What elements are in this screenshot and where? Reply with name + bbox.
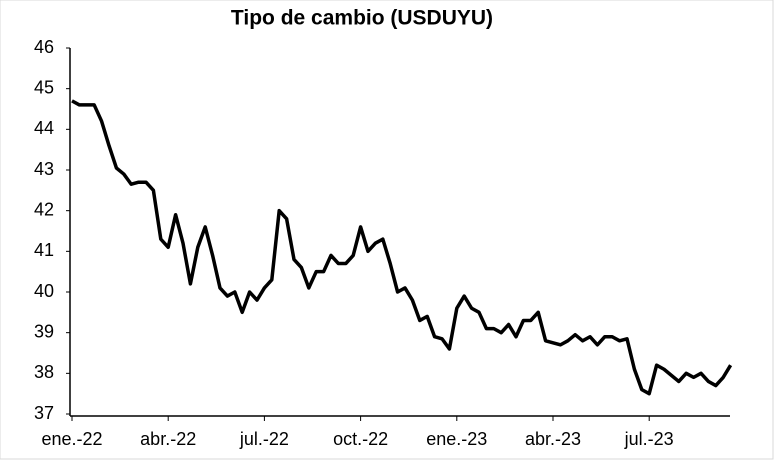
y-tick-label: 39 bbox=[34, 321, 54, 341]
y-tick-label: 46 bbox=[34, 37, 54, 57]
x-tick-label: abr.-22 bbox=[140, 429, 196, 449]
y-tick-label: 43 bbox=[34, 159, 54, 179]
y-tick-label: 42 bbox=[34, 199, 54, 219]
line-series bbox=[71, 99, 733, 396]
y-tick-label: 45 bbox=[34, 77, 54, 97]
y-tick-label: 37 bbox=[34, 403, 54, 423]
y-tick-label: 44 bbox=[34, 118, 54, 138]
x-tick-label: ene.-22 bbox=[41, 429, 102, 449]
x-tick-label: oct.-22 bbox=[333, 429, 388, 449]
x-tick-label: jul.-23 bbox=[624, 429, 674, 449]
x-tick-label: jul.-22 bbox=[239, 429, 289, 449]
y-tick-label: 40 bbox=[34, 281, 54, 301]
y-tick-label: 41 bbox=[34, 240, 54, 260]
y-tick-label: 38 bbox=[34, 362, 54, 382]
x-tick-label: ene.-23 bbox=[426, 429, 487, 449]
x-tick-label: abr.-23 bbox=[525, 429, 581, 449]
chart-title: Tipo de cambio (USDUYU) bbox=[231, 7, 493, 30]
